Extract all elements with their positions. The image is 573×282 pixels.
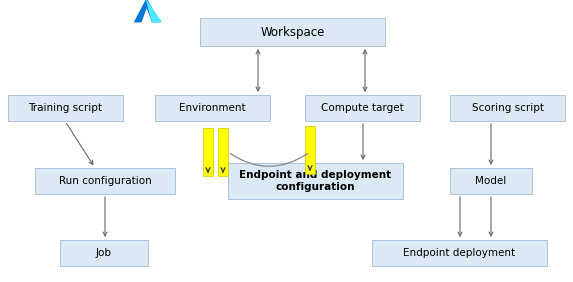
FancyBboxPatch shape [450,168,532,194]
FancyBboxPatch shape [200,18,385,46]
FancyBboxPatch shape [228,163,403,199]
Polygon shape [134,0,160,22]
Polygon shape [146,0,162,22]
Text: Compute target: Compute target [321,103,404,113]
Text: Environment: Environment [179,103,246,113]
FancyBboxPatch shape [372,240,547,266]
Text: Endpoint deployment: Endpoint deployment [403,248,516,258]
Text: Training script: Training script [29,103,103,113]
Text: Run configuration: Run configuration [58,176,151,186]
FancyBboxPatch shape [155,95,270,121]
FancyBboxPatch shape [305,95,420,121]
Text: Job: Job [96,248,112,258]
FancyBboxPatch shape [8,95,123,121]
FancyBboxPatch shape [450,95,565,121]
FancyBboxPatch shape [35,168,175,194]
Text: Scoring script: Scoring script [472,103,544,113]
Bar [218,128,228,176]
Bar [203,128,213,176]
Text: Endpoint and deployment
configuration: Endpoint and deployment configuration [240,170,391,192]
FancyBboxPatch shape [60,240,148,266]
Text: Model: Model [476,176,507,186]
Bar [305,126,315,174]
Text: Workspace: Workspace [260,25,325,39]
FancyArrowPatch shape [230,154,308,166]
